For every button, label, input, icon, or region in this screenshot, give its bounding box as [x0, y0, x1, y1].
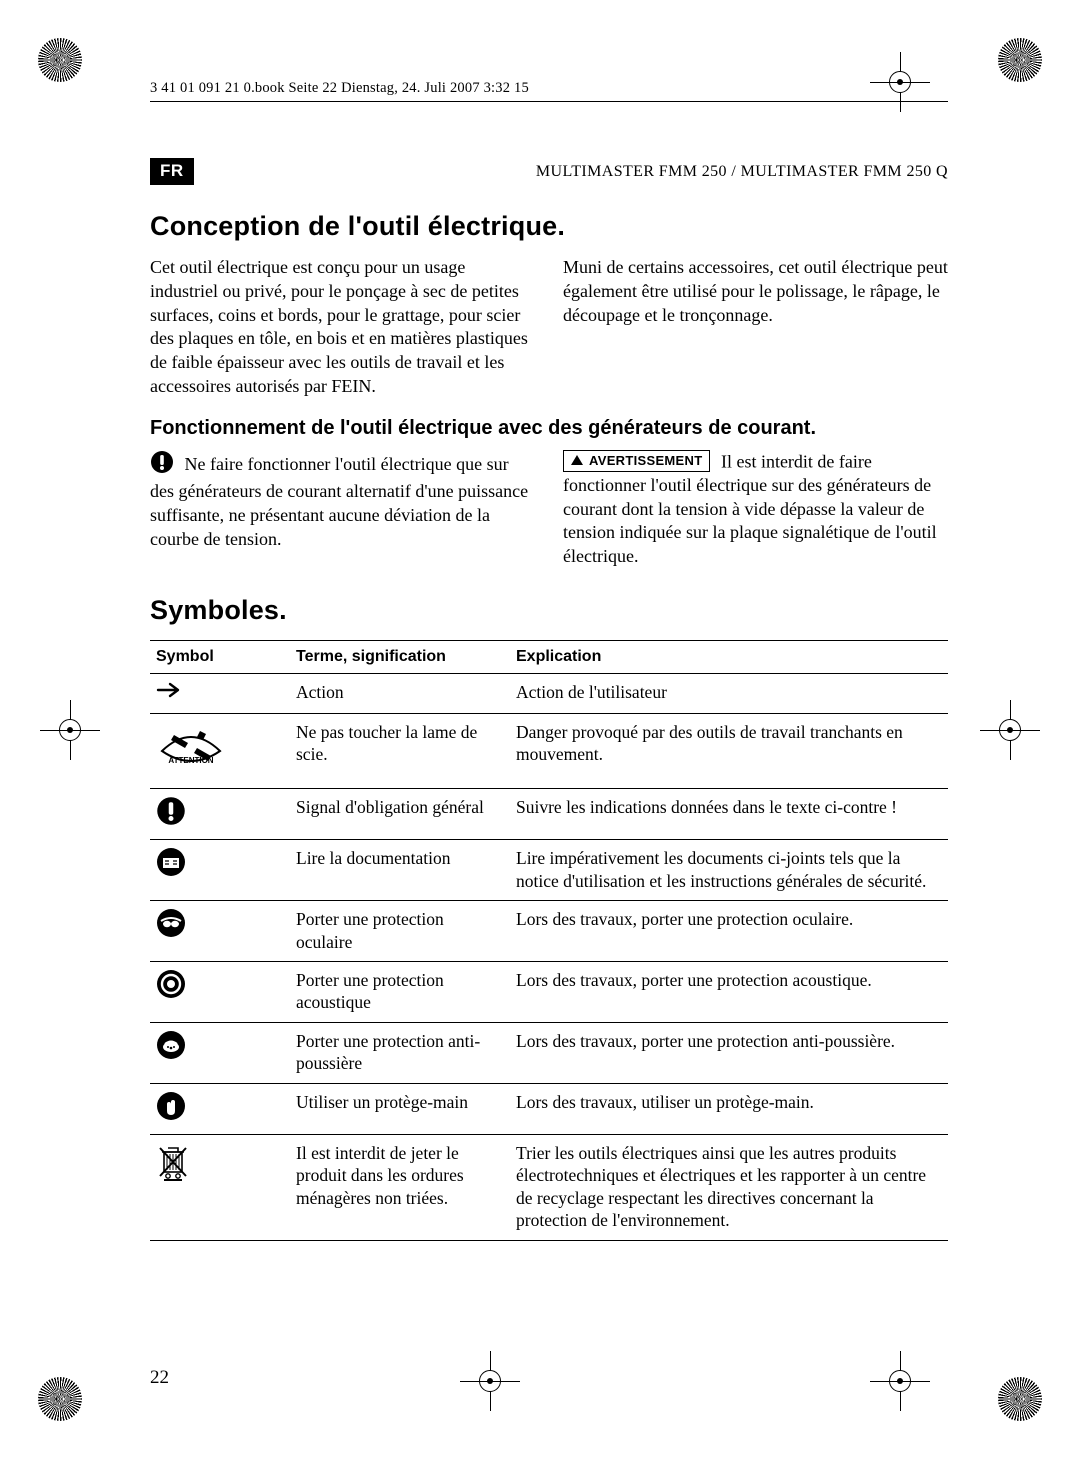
- dust-mask-icon: [150, 1022, 290, 1083]
- print-reg-cross-bottom-b: [870, 1351, 930, 1411]
- action-arrow-icon: [150, 674, 290, 713]
- language-badge: FR: [150, 158, 194, 185]
- product-name: MULTIMASTER FMM 250 / MULTIMASTER FMM 25…: [536, 163, 948, 181]
- page-number: 22: [150, 1367, 169, 1389]
- no-household-waste-icon: [150, 1134, 290, 1240]
- symbol-term: Il est interdit de jeter le produit dans…: [290, 1134, 510, 1240]
- page: 3 41 01 091 21 0.book Seite 22 Dienstag,…: [0, 0, 1080, 1459]
- symbol-explanation: Action de l'utilisateur: [510, 674, 948, 713]
- print-reg-cross-left: [40, 700, 100, 760]
- th-term: Terme, signification: [290, 640, 510, 673]
- symbol-term: Porter une protection acoustique: [290, 962, 510, 1023]
- section-title-symboles: Symboles.: [150, 595, 948, 626]
- symbol-explanation: Trier les outils électriques ainsi que l…: [510, 1134, 948, 1240]
- th-expl: Explication: [510, 640, 948, 673]
- symbol-explanation: Lors des travaux, porter une protection …: [510, 962, 948, 1023]
- header-line: FR MULTIMASTER FMM 250 / MULTIMASTER FMM…: [150, 158, 948, 185]
- content-area: 3 41 01 091 21 0.book Seite 22 Dienstag,…: [150, 80, 948, 1349]
- print-reg-cross-right: [980, 700, 1040, 760]
- table-row: Il est interdit de jeter le produit dans…: [150, 1134, 948, 1240]
- print-reg-corner-tr: [982, 38, 1042, 98]
- table-row: Porter une protection acoustiqueLors des…: [150, 962, 948, 1023]
- table-row: ActionAction de l'utilisateur: [150, 674, 948, 713]
- hand-protection-icon: [150, 1083, 290, 1134]
- table-row: ATTENTIONNe pas toucher la lame de scie.…: [150, 713, 948, 788]
- print-reg-corner-tl: [38, 38, 98, 98]
- th-symbol: Symbol: [150, 640, 290, 673]
- conception-body: Cet outil électrique est conçu pour un u…: [150, 256, 948, 399]
- symbol-term: Action: [290, 674, 510, 713]
- print-reg-cross-bottom-a: [460, 1351, 520, 1411]
- section-title-conception: Conception de l'outil électrique.: [150, 211, 948, 242]
- obligation-sign-icon: [150, 450, 174, 481]
- symbol-explanation: Lors des travaux, porter une protection …: [510, 1022, 948, 1083]
- book-meta-line: 3 41 01 091 21 0.book Seite 22 Dienstag,…: [150, 80, 948, 102]
- print-reg-corner-bl: [38, 1361, 98, 1421]
- symbols-table: Symbol Terme, signification Explication …: [150, 640, 948, 1241]
- fonctionnement-left: Ne faire fonctionner l'outil électrique …: [150, 450, 535, 569]
- symbol-term: Utiliser un protège-main: [290, 1083, 510, 1134]
- symbol-term: Lire la documentation: [290, 840, 510, 901]
- print-reg-corner-br: [982, 1361, 1042, 1421]
- do-not-touch-blade-icon: ATTENTION: [150, 713, 290, 788]
- table-row: Lire la documentationLire impérativement…: [150, 840, 948, 901]
- symbol-explanation: Danger provoqué par des outils de travai…: [510, 713, 948, 788]
- symbol-explanation: Lors des travaux, porter une protection …: [510, 901, 948, 962]
- symbol-explanation: Lire impérativement les documents ci-joi…: [510, 840, 948, 901]
- symbol-term: Ne pas toucher la lame de scie.: [290, 713, 510, 788]
- table-row: Signal d'obligation généralSuivre les in…: [150, 789, 948, 840]
- ear-protection-icon: [150, 962, 290, 1023]
- symbol-term: Porter une protection oculaire: [290, 901, 510, 962]
- table-row: Utiliser un protège-mainLors des travaux…: [150, 1083, 948, 1134]
- symbol-explanation: Lors des travaux, utiliser un protège-ma…: [510, 1083, 948, 1134]
- conception-col1: Cet outil électrique est conçu pour un u…: [150, 256, 535, 399]
- read-manual-icon: [150, 840, 290, 901]
- symbol-explanation: Suivre les indications données dans le t…: [510, 789, 948, 840]
- subsection-title-fonctionnement: Fonctionnement de l'outil électrique ave…: [150, 417, 948, 440]
- symbol-term: Porter une protection anti-poussière: [290, 1022, 510, 1083]
- obligation-sign-icon: [150, 789, 290, 840]
- table-row: Porter une protection anti-poussièreLors…: [150, 1022, 948, 1083]
- eye-protection-icon: [150, 901, 290, 962]
- fonctionnement-body: Ne faire fonctionner l'outil électrique …: [150, 450, 948, 569]
- symbol-term: Signal d'obligation général: [290, 789, 510, 840]
- fonctionnement-right: AVERTISSEMENT Il est interdit de faire f…: [563, 450, 948, 569]
- table-row: Porter une protection oculaireLors des t…: [150, 901, 948, 962]
- warning-label: AVERTISSEMENT: [589, 452, 702, 469]
- conception-col2: Muni de certains accessoires, cet outil …: [563, 256, 948, 327]
- table-header-row: Symbol Terme, signification Explication: [150, 640, 948, 673]
- fonctionnement-left-text: Ne faire fonctionner l'outil électrique …: [150, 454, 528, 549]
- warning-triangle-icon: [571, 455, 583, 465]
- warning-badge: AVERTISSEMENT: [563, 450, 710, 472]
